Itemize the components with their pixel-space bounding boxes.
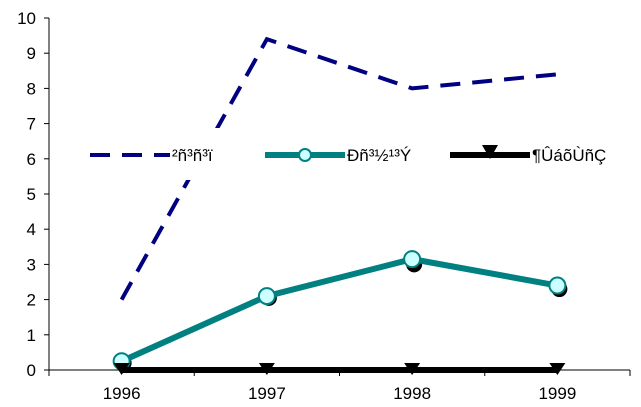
x-tick-label: 1996 [103, 384, 141, 403]
legend-label: Ðñ³½¹³Ý [347, 146, 411, 165]
series-line-0 [119, 36, 558, 301]
x-tick-label: 1997 [248, 384, 286, 403]
legend-box [85, 128, 625, 180]
x-tick-label: 1998 [393, 384, 431, 403]
y-tick-label: 2 [27, 291, 36, 310]
y-tick-label: 3 [27, 255, 36, 274]
series-point [548, 276, 567, 295]
y-tick-label: 7 [27, 115, 36, 134]
legend-marker [482, 145, 498, 159]
series-point [404, 363, 421, 375]
legend-label: ¶ÛáõÙñÇ [532, 146, 606, 165]
y-tick-label: 9 [27, 44, 36, 63]
y-tick-label: 1 [27, 326, 36, 345]
y-tick-label: 8 [27, 79, 36, 98]
series-line-1 [120, 256, 558, 364]
series-point [113, 363, 130, 375]
x-tick-label: 1999 [538, 384, 576, 403]
series-point [257, 287, 276, 306]
y-tick-label: 0 [27, 361, 36, 380]
y-tick-label: 10 [17, 9, 36, 28]
series-point [258, 363, 275, 375]
legend-label: ²ñ³ñ³ï [172, 146, 213, 165]
series-point [403, 250, 422, 269]
legend-marker [298, 148, 312, 162]
y-tick-label: 5 [27, 185, 36, 204]
series-point [549, 363, 566, 375]
y-tick-label: 6 [27, 150, 36, 169]
y-tick-label: 4 [27, 220, 36, 239]
